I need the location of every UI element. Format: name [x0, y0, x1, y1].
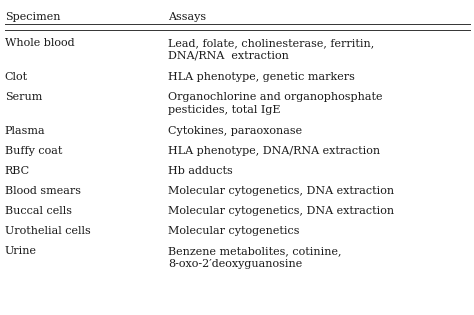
Text: Organochlorine and organophosphate
pesticides, total IgE: Organochlorine and organophosphate pesti…	[168, 92, 383, 115]
Text: Urine: Urine	[5, 246, 37, 256]
Text: Specimen: Specimen	[5, 12, 60, 22]
Text: Cytokines, paraoxonase: Cytokines, paraoxonase	[168, 126, 302, 136]
Text: Plasma: Plasma	[5, 126, 46, 136]
Text: Buffy coat: Buffy coat	[5, 146, 62, 156]
Text: Blood smears: Blood smears	[5, 186, 81, 196]
Text: Clot: Clot	[5, 72, 28, 82]
Text: Serum: Serum	[5, 92, 42, 102]
Text: Hb adducts: Hb adducts	[168, 166, 233, 176]
Text: Molecular cytogenetics, DNA extraction: Molecular cytogenetics, DNA extraction	[168, 206, 394, 216]
Text: Benzene metabolites, cotinine,
8-oxo-2′deoxyguanosine: Benzene metabolites, cotinine, 8-oxo-2′d…	[168, 246, 342, 269]
Text: HLA phenotype, genetic markers: HLA phenotype, genetic markers	[168, 72, 355, 82]
Text: HLA phenotype, DNA/RNA extraction: HLA phenotype, DNA/RNA extraction	[168, 146, 381, 156]
Text: Buccal cells: Buccal cells	[5, 206, 72, 216]
Text: Lead, folate, cholinesterase, ferritin,
DNA/RNA  extraction: Lead, folate, cholinesterase, ferritin, …	[168, 38, 374, 61]
Text: Molecular cytogenetics: Molecular cytogenetics	[168, 226, 300, 236]
Text: Whole blood: Whole blood	[5, 38, 74, 48]
Text: Urothelial cells: Urothelial cells	[5, 226, 91, 236]
Text: RBC: RBC	[5, 166, 30, 176]
Text: Assays: Assays	[168, 12, 206, 22]
Text: Molecular cytogenetics, DNA extraction: Molecular cytogenetics, DNA extraction	[168, 186, 394, 196]
